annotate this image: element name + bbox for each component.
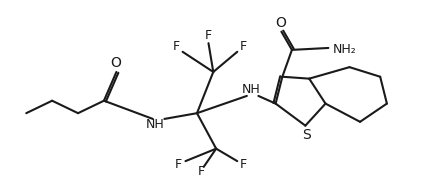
Text: F: F xyxy=(175,158,182,171)
Text: O: O xyxy=(275,16,286,30)
Text: O: O xyxy=(110,56,121,70)
Text: F: F xyxy=(172,40,180,53)
Text: F: F xyxy=(239,158,246,171)
Text: F: F xyxy=(239,40,246,53)
Text: F: F xyxy=(205,29,212,42)
Text: S: S xyxy=(302,128,311,142)
Text: F: F xyxy=(197,165,204,178)
Text: NH: NH xyxy=(145,118,164,131)
Text: NH: NH xyxy=(241,83,260,96)
Text: NH₂: NH₂ xyxy=(333,43,356,56)
